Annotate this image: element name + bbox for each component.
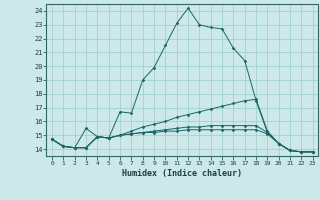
X-axis label: Humidex (Indice chaleur): Humidex (Indice chaleur) xyxy=(123,169,243,178)
